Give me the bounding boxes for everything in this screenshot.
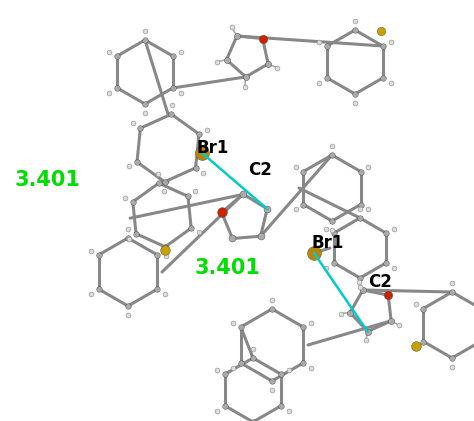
Text: 3.401: 3.401 [195,258,261,278]
Text: 3.401: 3.401 [15,170,81,190]
Text: C2: C2 [248,161,272,179]
Text: C2: C2 [368,273,392,291]
Text: Br1: Br1 [312,234,345,252]
Text: Br1: Br1 [197,139,229,157]
